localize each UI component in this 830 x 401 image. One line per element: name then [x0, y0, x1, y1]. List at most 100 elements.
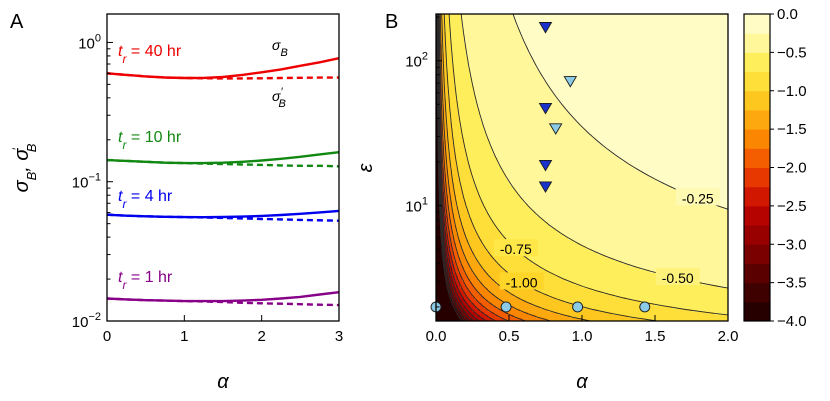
heatmap-cell [444, 290, 447, 295]
heatmap-cell [446, 92, 449, 96]
heatmap-cell [450, 62, 453, 66]
heatmap-cell [466, 20, 469, 24]
heatmap-cell [470, 146, 473, 151]
heatmap-cell [458, 236, 461, 241]
heatmap-cell [462, 53, 465, 57]
heatmap-cell [456, 116, 459, 120]
heatmap-cell [470, 47, 473, 51]
heatmap-cell [466, 71, 469, 75]
heatmap-cell [444, 74, 447, 78]
heatmap-cell [450, 269, 453, 274]
heatmap-cell [464, 311, 467, 316]
heatmap-cell [468, 185, 471, 190]
heatmap-cell [452, 317, 455, 321]
heatmap-cell [452, 242, 455, 247]
heatmap-cell [454, 32, 457, 36]
heatmap-cell [462, 113, 465, 117]
heatmap-cell [454, 143, 457, 148]
heatmap-cell [450, 212, 453, 217]
heatmap-cell [466, 146, 469, 151]
heatmap-cell [450, 227, 453, 232]
heatmap-cell [456, 278, 459, 283]
heatmap-cell [468, 143, 471, 148]
heatmap-cell [470, 32, 473, 36]
heatmap-cell [466, 230, 469, 235]
heatmap-cell [460, 47, 463, 51]
heatmap-cell [448, 236, 451, 241]
heatmap-cell [454, 263, 457, 268]
heatmap-cell [446, 137, 449, 142]
heatmap-cell [444, 83, 447, 87]
heatmap-cell [464, 218, 467, 223]
heatmap-cell [464, 17, 467, 21]
heatmap-cell [468, 113, 471, 117]
heatmap-cell [470, 245, 473, 250]
heatmap-cell [442, 92, 445, 96]
heatmap-cell [450, 161, 453, 166]
heatmap-cell [442, 134, 445, 138]
heatmap-cell [444, 80, 447, 84]
heatmap-cell [454, 260, 457, 265]
heatmap-cell [470, 92, 473, 96]
heatmap-cell [466, 296, 469, 301]
heatmap-cell [458, 290, 461, 295]
heatmap-cell [460, 182, 463, 187]
heatmap-cell [460, 26, 463, 30]
heatmap-cell [436, 293, 439, 298]
heatmap-cell [442, 71, 445, 75]
heatmap-cell [436, 155, 439, 160]
heatmap-cell [470, 56, 473, 60]
heatmap-cell [436, 224, 439, 229]
heatmap-cell [454, 119, 457, 123]
heatmap-cell [454, 176, 457, 181]
heatmap-cell [464, 215, 467, 220]
heatmap-cell [468, 311, 471, 316]
heatmap-cell [438, 233, 441, 238]
heatmap-cell [466, 209, 469, 214]
heatmap-cell [472, 14, 475, 18]
heatmap-cell [464, 38, 467, 42]
heatmap-cell [466, 242, 469, 247]
heatmap-cell [462, 170, 465, 175]
heatmap-cell [450, 146, 453, 151]
heatmap-cell [462, 299, 465, 304]
heatmap-cell [460, 98, 463, 102]
heatmap-cell [454, 314, 457, 319]
heatmap-cell [438, 272, 441, 277]
heatmap-cell [456, 209, 459, 214]
heatmap-cell [460, 224, 463, 229]
heatmap-cell [466, 152, 469, 157]
heatmap-cell [464, 263, 467, 268]
heatmap-cell [436, 296, 439, 301]
heatmap-cell [460, 68, 463, 72]
heatmap-cell [442, 164, 445, 169]
heatmap-cell [442, 44, 445, 48]
heatmap-cell [456, 20, 459, 24]
heatmap-cell [460, 119, 463, 123]
panel-a-frame [106, 13, 340, 322]
heatmap-cell [468, 50, 471, 54]
heatmap-cell [460, 134, 463, 138]
heatmap-cell [454, 92, 457, 96]
heatmap-cell [466, 248, 469, 253]
heatmap-cell [456, 56, 459, 60]
heatmap-cell [454, 56, 457, 60]
heatmap-cell [466, 254, 469, 259]
heatmap-cell [464, 74, 467, 78]
heatmap-cell [450, 53, 453, 57]
heatmap-cell [470, 98, 473, 102]
heatmap-cell [472, 20, 475, 24]
heatmap-cell [458, 26, 461, 30]
heatmap-cell [452, 32, 455, 36]
heatmap-cell [446, 185, 449, 190]
heatmap-cell [470, 251, 473, 256]
heatmap-cell [470, 302, 473, 307]
heatmap-cell [462, 116, 465, 120]
heatmap-cell [466, 149, 469, 154]
heatmap-cell [456, 194, 459, 199]
heatmap-cell [460, 122, 463, 126]
heatmap-cell [440, 290, 443, 295]
heatmap-cell [460, 236, 463, 241]
heatmap-cell [444, 17, 447, 21]
heatmap-cell [470, 212, 473, 217]
